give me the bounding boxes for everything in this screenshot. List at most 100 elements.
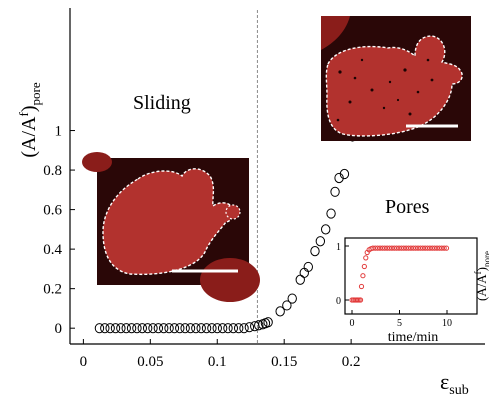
inset-x-tick-label: 5	[397, 318, 402, 329]
inset-data-point	[436, 245, 442, 251]
data-point	[142, 323, 153, 334]
data-point	[169, 323, 180, 334]
data-point	[303, 261, 313, 273]
data-point	[100, 323, 110, 334]
data-point	[207, 323, 217, 334]
data-point	[94, 323, 105, 334]
inset-data-point	[415, 245, 421, 251]
data-point	[228, 323, 239, 334]
data-point	[233, 323, 244, 334]
data-point	[175, 323, 185, 334]
inset-data-point	[424, 245, 431, 251]
data-point	[330, 186, 340, 197]
inset-data-point	[398, 245, 404, 251]
data-point	[121, 323, 131, 334]
inset-data-point	[382, 245, 388, 251]
micrograph-sliding	[82, 152, 260, 302]
inset-data-point	[420, 245, 426, 251]
inset-data-point	[377, 245, 383, 251]
inset-data-point	[363, 255, 369, 261]
data-point	[110, 323, 121, 334]
data-point	[126, 323, 137, 334]
inset-data-point	[429, 245, 435, 251]
inset-data-point	[422, 245, 428, 251]
inset-data-point	[358, 283, 365, 290]
inset-y-tick-label: 0	[336, 296, 341, 307]
data-point	[159, 323, 169, 334]
inset-data-point	[443, 245, 450, 251]
y-tick-label: 0	[55, 321, 63, 337]
inset-data-point	[403, 245, 409, 251]
data-point	[320, 224, 331, 235]
data-point	[287, 293, 297, 304]
x-tick-label: 0	[80, 354, 88, 370]
inset-data-point	[370, 245, 376, 251]
x-tick-label: 0.15	[271, 354, 297, 370]
data-point	[334, 172, 344, 184]
inset-data-point	[375, 245, 381, 251]
sliding-label: Sliding	[133, 92, 191, 114]
x-tick-label: 0.2	[342, 354, 361, 370]
data-point	[326, 208, 336, 219]
inset-data-point	[401, 245, 407, 251]
data-point	[239, 323, 249, 334]
inset-data-point	[410, 245, 416, 251]
inset-data-point	[413, 245, 419, 251]
data-point	[263, 317, 273, 328]
data-point	[191, 323, 201, 334]
y-tick-label: 0.8	[43, 163, 62, 179]
y-tick-label: 0.2	[43, 282, 62, 298]
inset-x-tick-label: 0	[350, 318, 355, 329]
y-tick-label: 1	[55, 124, 63, 140]
pores-label: Pores	[385, 196, 430, 218]
inset-data-point	[439, 245, 445, 251]
x-tick-label: 0.1	[208, 354, 227, 370]
inset-data-point	[379, 245, 385, 251]
data-point	[295, 274, 305, 285]
inset-data-point	[417, 245, 423, 251]
data-point	[217, 323, 228, 334]
y-tick-label: 0.6	[43, 203, 62, 219]
data-point	[201, 323, 212, 334]
inset-data-point	[441, 245, 447, 251]
data-point	[137, 323, 147, 334]
inset-data-point	[360, 273, 366, 279]
data-point	[116, 323, 126, 334]
data-point	[180, 323, 190, 334]
inset-data-point	[396, 245, 402, 251]
data-point	[132, 323, 142, 334]
data-point	[254, 320, 264, 331]
micrograph-pores	[321, 16, 471, 141]
data-point	[223, 323, 233, 334]
data-point	[164, 323, 174, 334]
inset-x-tick-label: 10	[442, 318, 452, 329]
data-point	[244, 322, 255, 333]
inset-data-point	[408, 245, 414, 251]
inset-data-point	[405, 245, 412, 251]
data-point	[339, 168, 350, 180]
data-point	[315, 236, 326, 247]
data-point	[153, 323, 164, 334]
inset-plot: 0 1 0 5 10 time/min (A/Af)pore	[336, 237, 489, 345]
data-point	[185, 323, 196, 334]
inset-data-point	[427, 245, 433, 251]
inset-data-point	[384, 245, 390, 251]
data-point	[275, 306, 285, 317]
inset-data-point	[372, 245, 378, 251]
inset-data-point	[386, 245, 393, 251]
inset-data-point	[434, 245, 440, 251]
data-point	[148, 323, 158, 334]
data-point	[299, 267, 309, 278]
inset-x-label: time/min	[388, 330, 439, 345]
inset-data-point	[357, 297, 364, 303]
inset-data-point	[389, 245, 395, 251]
data-point	[282, 300, 292, 311]
y-axis-label: (A/Af)pore	[16, 82, 43, 157]
inset-data-point	[361, 263, 367, 270]
inset-data-point	[391, 245, 397, 251]
inset-data-point	[432, 245, 438, 251]
data-point	[310, 246, 320, 257]
data-point	[212, 323, 222, 334]
y-tick-label: 0.4	[43, 242, 62, 258]
